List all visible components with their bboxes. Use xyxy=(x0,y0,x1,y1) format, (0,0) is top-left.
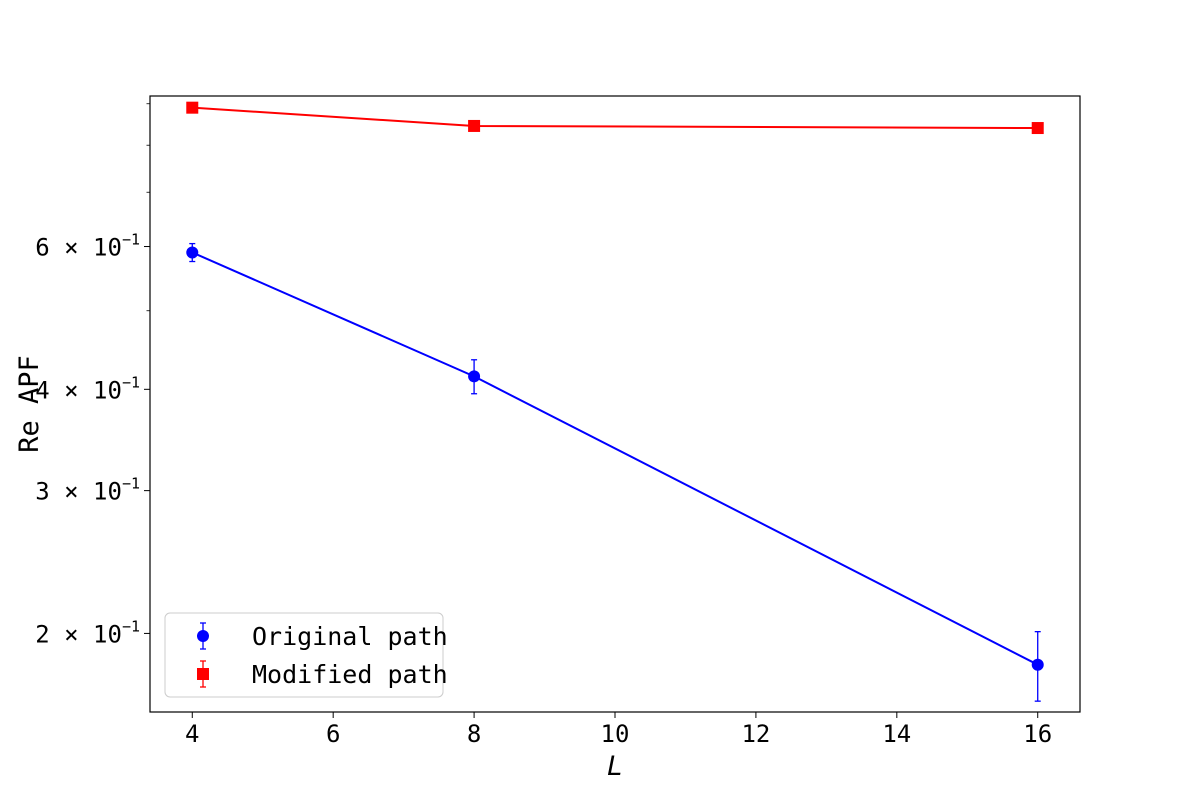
legend-label-modified-path: Modified path xyxy=(252,660,448,689)
y-axis: 2 × 10−13 × 10−14 × 10−16 × 10−1 xyxy=(35,103,150,648)
data-point xyxy=(468,370,481,383)
x-tick-label: 12 xyxy=(741,720,770,748)
y-tick-label: 6 × 10−1 xyxy=(35,231,140,262)
legend-box xyxy=(164,612,444,698)
x-tick-label: 16 xyxy=(1023,720,1052,748)
legend-point xyxy=(197,630,209,642)
series-layer xyxy=(186,101,1044,702)
y-tick-label-exponent: −1 xyxy=(122,373,140,391)
y-tick-label: 2 × 10−1 xyxy=(35,617,140,648)
data-point xyxy=(1031,122,1044,135)
x-tick-label: 8 xyxy=(467,720,481,748)
data-point xyxy=(1031,658,1044,671)
y-tick-label-mantissa: 3 × 10 xyxy=(35,478,122,506)
x-tick-label: 6 xyxy=(326,720,340,748)
x-tick-label: 14 xyxy=(882,720,911,748)
legend-point xyxy=(197,668,209,680)
y-tick-label-mantissa: 4 × 10 xyxy=(35,376,122,404)
x-tick-label: 10 xyxy=(601,720,630,748)
y-axis-label: Re APF xyxy=(14,355,45,453)
x-tick-label: 4 xyxy=(185,720,199,748)
data-point xyxy=(186,246,199,259)
y-tick-label: 4 × 10−1 xyxy=(35,373,140,404)
data-point xyxy=(468,119,481,132)
y-tick-label-exponent: −1 xyxy=(122,617,140,635)
series-modified-path xyxy=(186,101,1044,135)
y-tick-label-exponent: −1 xyxy=(122,231,140,249)
series-original-path xyxy=(186,242,1044,702)
data-point xyxy=(186,101,199,114)
y-tick-label-mantissa: 2 × 10 xyxy=(35,620,122,648)
x-axis: 4 6 8 10 12 14 16 xyxy=(185,712,1052,748)
legend-marker-modified-path xyxy=(197,660,209,688)
legend-label-original-path: Original path xyxy=(252,622,448,651)
y-tick-label-mantissa: 6 × 10 xyxy=(35,234,122,262)
legend: Original path Modified path xyxy=(164,612,448,698)
x-axis-label: L xyxy=(607,751,623,782)
y-tick-label-exponent: −1 xyxy=(122,475,140,493)
legend-marker-original-path xyxy=(197,622,209,650)
y-tick-label: 3 × 10−1 xyxy=(35,475,140,506)
